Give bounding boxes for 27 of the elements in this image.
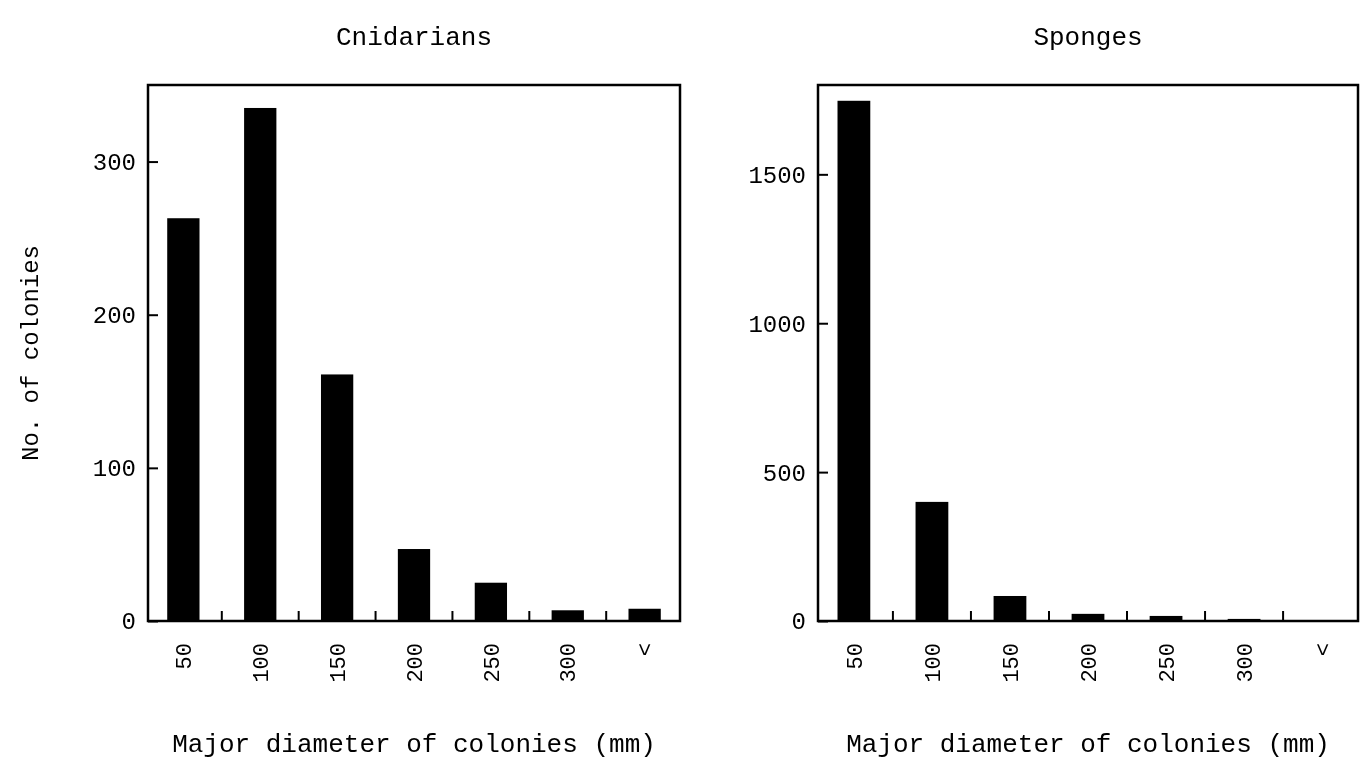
x-tick-label: 200 bbox=[403, 643, 429, 683]
y-tick-label: 500 bbox=[762, 460, 806, 488]
y-tick-label: 300 bbox=[92, 149, 136, 177]
x-tick-label: 50 bbox=[173, 643, 199, 670]
x-tick-label: 100 bbox=[249, 643, 275, 683]
x-axis-title: Major diameter of colonies (mm) bbox=[172, 730, 656, 758]
y-tick-label: 1000 bbox=[748, 311, 806, 339]
x-tick-label: 200 bbox=[1077, 643, 1103, 683]
y-tick-label: 0 bbox=[121, 609, 136, 637]
x-tick-label: 300 bbox=[557, 643, 583, 683]
x-axis-title: Major diameter of colonies (mm) bbox=[846, 730, 1330, 758]
x-tick-label: 50 bbox=[843, 643, 869, 670]
x-tick-label: 100 bbox=[921, 643, 947, 683]
x-tick-label: 150 bbox=[999, 643, 1025, 683]
y-tick-label: 100 bbox=[92, 456, 136, 484]
x-tick-label: 150 bbox=[326, 643, 352, 683]
chart-title: Sponges bbox=[1033, 23, 1143, 53]
y-tick-label: 1500 bbox=[748, 162, 806, 190]
x-tick-label: < bbox=[1311, 643, 1337, 657]
x-tick-label: 300 bbox=[1233, 643, 1259, 683]
x-tick-label: < bbox=[634, 643, 660, 657]
y-axis-title: No. of colonies bbox=[18, 244, 45, 462]
y-tick-label: 0 bbox=[791, 609, 806, 637]
y-tick-label: 200 bbox=[92, 303, 136, 331]
chart-title: Cnidarians bbox=[335, 23, 493, 53]
x-tick-label: 250 bbox=[480, 643, 506, 683]
x-tick-label: 250 bbox=[1155, 643, 1181, 683]
